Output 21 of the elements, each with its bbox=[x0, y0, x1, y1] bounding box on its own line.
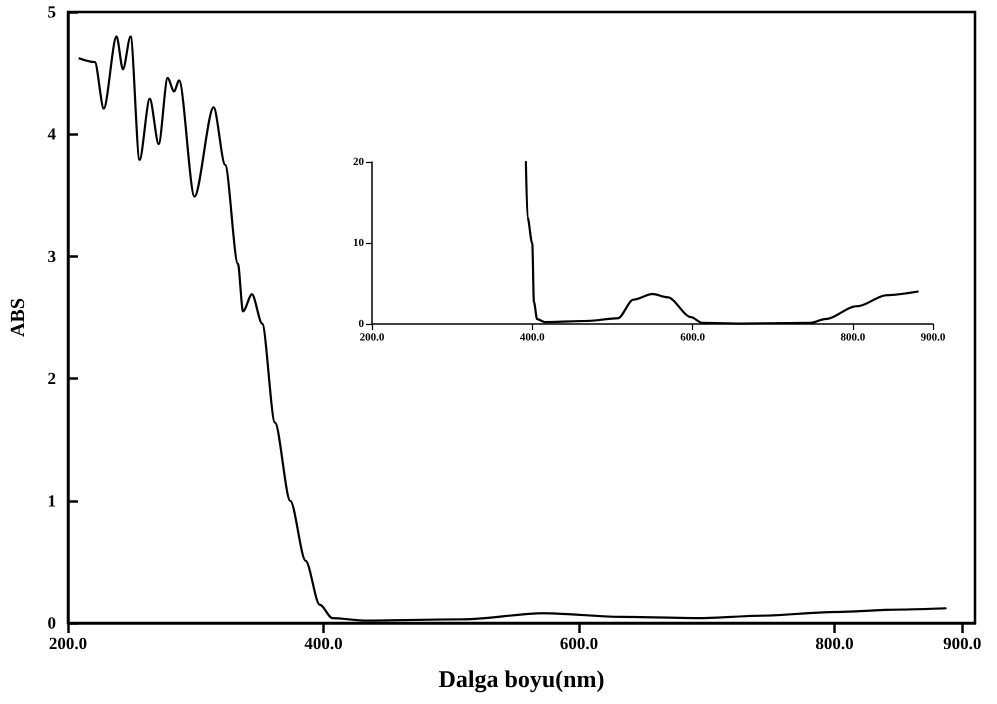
x-tick-label: 400.0 bbox=[304, 634, 343, 653]
x-tick-label: 200.0 bbox=[360, 332, 385, 344]
x-tick-label: 800.0 bbox=[815, 634, 854, 653]
x-tick-label: 800.0 bbox=[840, 332, 866, 344]
y-tick-label: 4 bbox=[48, 124, 56, 144]
y-tick-label: 3 bbox=[48, 246, 56, 266]
y-tick-label: 5 bbox=[48, 2, 56, 22]
y-tick-label: 0 bbox=[48, 614, 56, 632]
x-tick-label: 900.0 bbox=[943, 634, 982, 653]
x-tick-label: 600.0 bbox=[680, 332, 706, 344]
y-tick-label: 20 bbox=[353, 156, 364, 168]
y-axis-title: ABS bbox=[7, 298, 29, 337]
y-tick-label: 0 bbox=[358, 318, 364, 330]
x-tick-label: 200.0 bbox=[48, 634, 88, 653]
y-tick-label: 10 bbox=[353, 237, 364, 249]
y-tick-label: 1 bbox=[48, 491, 56, 510]
y-tick-label: 2 bbox=[48, 369, 56, 388]
x-tick-label: 400.0 bbox=[520, 332, 546, 344]
x-tick-label: 600.0 bbox=[560, 634, 598, 653]
x-tick-label: 900.0 bbox=[920, 332, 946, 344]
x-axis-title: Dalga boyu(nm) bbox=[438, 667, 605, 693]
